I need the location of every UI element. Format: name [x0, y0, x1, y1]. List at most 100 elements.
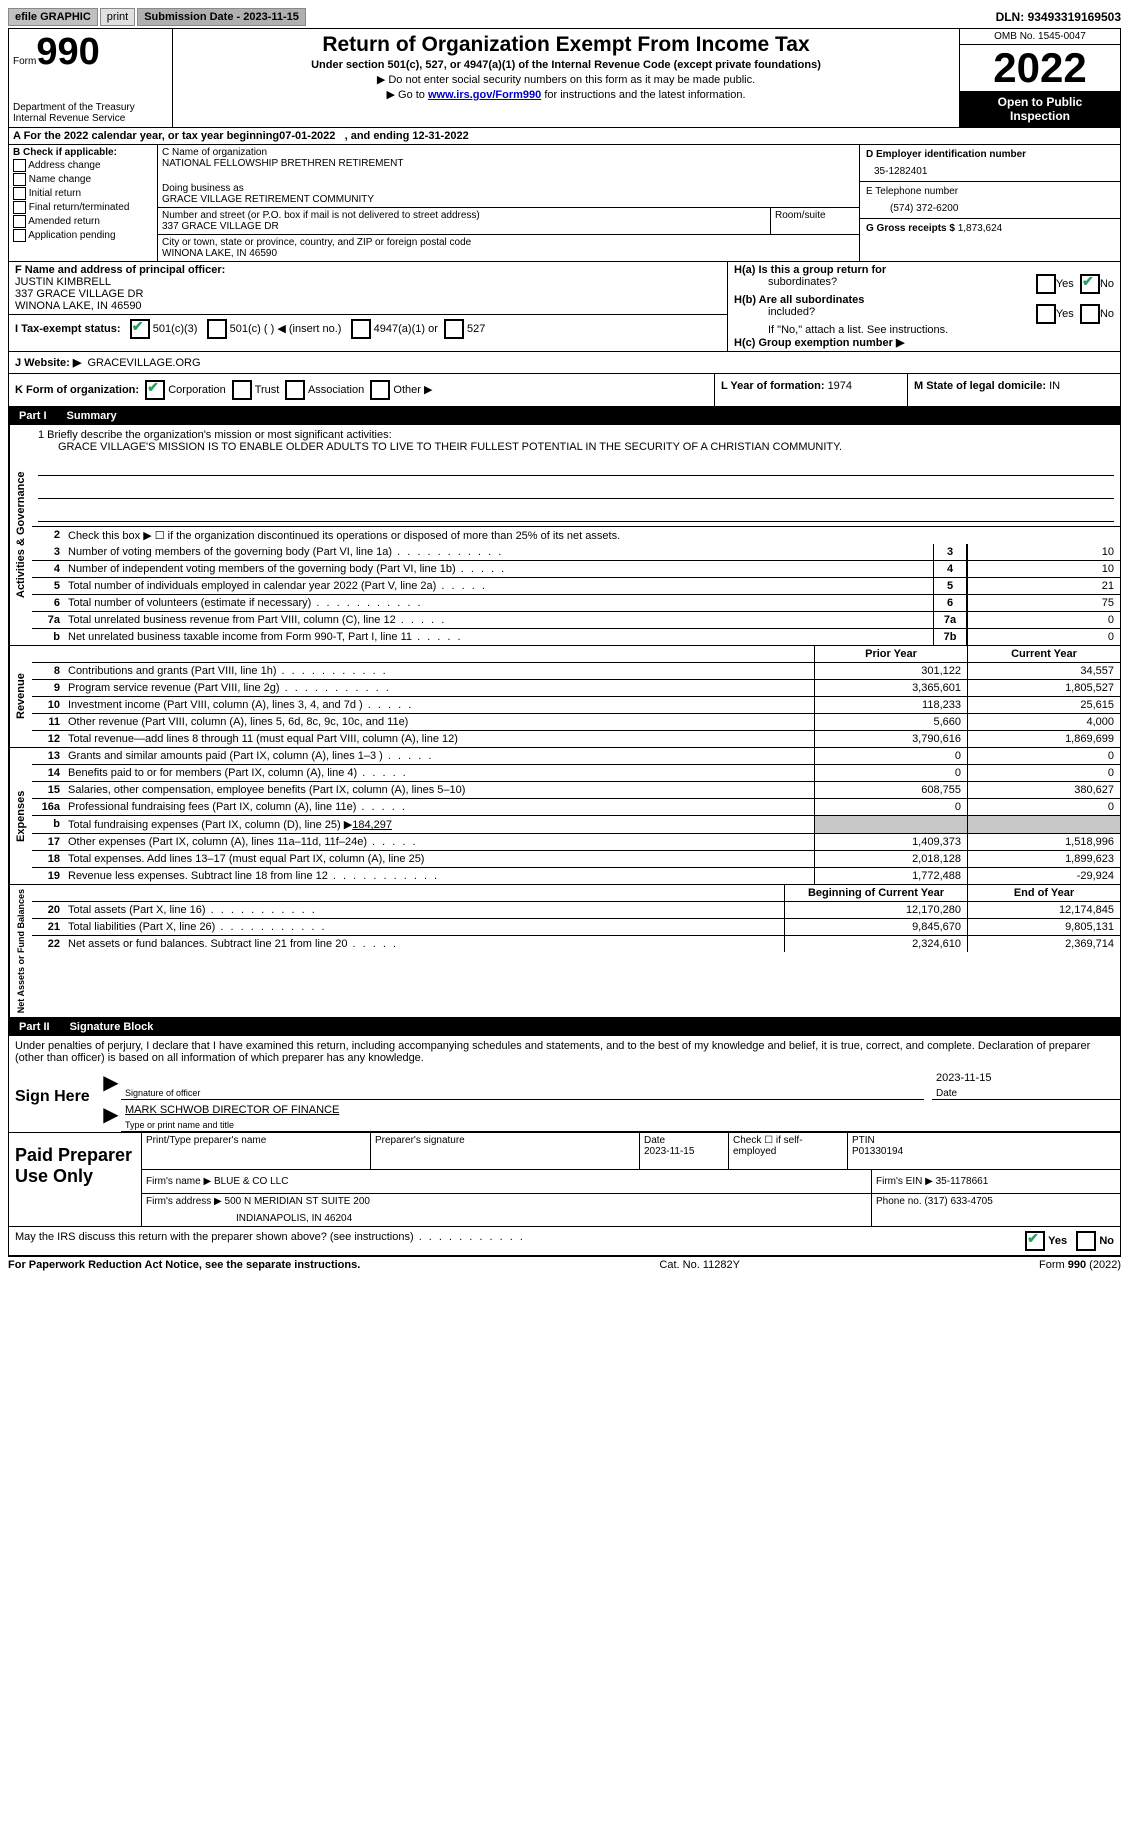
activities-section: Activities & Governance 1 Briefly descri…: [9, 425, 1120, 646]
pp-row-3: Firm's address ▶ 500 N MERIDIAN ST SUITE…: [142, 1194, 1120, 1226]
part2-num: Part II: [9, 1018, 60, 1036]
l3-desc: Number of voting members of the governin…: [64, 544, 933, 560]
form-subtitle: Under section 501(c), 527, or 4947(a)(1)…: [181, 59, 951, 71]
sub-date-value: 2023-11-15: [243, 11, 299, 23]
website-label: J Website: ▶: [15, 357, 81, 369]
ha-line2: subordinates?: [734, 276, 886, 288]
website-value: GRACEVILLAGE.ORG: [81, 357, 200, 369]
print-button[interactable]: print: [100, 8, 135, 26]
row-j: J Website: ▶ GRACEVILLAGE.ORG: [9, 352, 1120, 374]
cb-initial-return[interactable]: Initial return: [13, 187, 153, 200]
cb-4947[interactable]: [351, 319, 371, 339]
check-self-employed[interactable]: Check ☐ if self-employed: [729, 1133, 848, 1169]
dln: DLN: 93493319169503: [996, 10, 1121, 24]
paid-preparer-block: Paid Preparer Use Only Print/Type prepar…: [9, 1133, 1120, 1227]
net-header: Beginning of Current YearEnd of Year: [32, 885, 1120, 901]
l16b-curr: [967, 816, 1120, 833]
irs-link[interactable]: www.irs.gov/Form990: [428, 89, 541, 101]
org-name: NATIONAL FELLOWSHIP BRETHREN RETIREMENT: [162, 158, 855, 169]
org-name-box: C Name of organization NATIONAL FELLOWSH…: [158, 145, 859, 208]
l10-curr: 25,615: [967, 697, 1120, 713]
cb-527[interactable]: [444, 319, 464, 339]
l8-desc: Contributions and grants (Part VIII, lin…: [64, 663, 814, 679]
l20-desc: Total assets (Part X, line 16): [64, 902, 784, 918]
gross-value: 1,873,624: [958, 223, 1003, 234]
prep-date-label: Date: [644, 1135, 665, 1146]
lbl-527: 527: [467, 323, 485, 335]
dln-label: DLN:: [996, 10, 1028, 24]
cb-other[interactable]: [370, 380, 390, 400]
prep-date-value: 2023-11-15: [644, 1146, 694, 1157]
cb-hb-no[interactable]: [1080, 304, 1100, 324]
end-year-hdr: End of Year: [967, 885, 1120, 901]
part1-num: Part I: [9, 407, 57, 425]
firm-ein-label: Firm's EIN ▶: [876, 1176, 936, 1187]
l7a-val: 0: [967, 612, 1120, 628]
cb-corp[interactable]: [145, 380, 165, 400]
tel-label: E Telephone number: [866, 186, 1114, 197]
cb-assoc[interactable]: [285, 380, 305, 400]
efile-button[interactable]: efile GRAPHIC: [8, 8, 98, 26]
line-2: 2Check this box ▶ ☐ if the organization …: [32, 526, 1120, 544]
hb-yes: Yes: [1056, 308, 1074, 320]
line-3: 3Number of voting members of the governi…: [32, 544, 1120, 560]
firm-name-cell: Firm's name ▶ BLUE & CO LLC: [142, 1170, 872, 1193]
firm-ein-cell: Firm's EIN ▶ 35-1178661: [872, 1170, 1120, 1193]
form-note-ssn: ▶ Do not enter social security numbers o…: [181, 73, 951, 86]
l19-desc: Revenue less expenses. Subtract line 18 …: [64, 868, 814, 884]
penalties-text: Under penalties of perjury, I declare th…: [9, 1036, 1120, 1068]
l2-desc: Check this box ▶ ☐ if the organization d…: [64, 527, 1120, 544]
cb-501c[interactable]: [207, 319, 227, 339]
discuss-yes: Yes: [1048, 1235, 1067, 1247]
sig-date-value: 2023-11-15: [936, 1072, 991, 1084]
form-header: Form990 Department of the Treasury Inter…: [9, 29, 1120, 128]
cb-app-pending[interactable]: Application pending: [13, 229, 153, 242]
rowa-pre: A For the 2022 calendar year, or tax yea…: [13, 130, 279, 142]
cb-name-change[interactable]: Name change: [13, 173, 153, 186]
cb-ha-no[interactable]: [1080, 274, 1100, 294]
firm-addr-label: Firm's address ▶: [146, 1196, 225, 1207]
hb-no: No: [1100, 308, 1114, 320]
mission-line1: [38, 459, 1114, 476]
cb-address-change[interactable]: Address change: [13, 159, 153, 172]
lbl-trust: Trust: [255, 384, 280, 396]
cb-discuss-yes[interactable]: [1025, 1231, 1045, 1251]
netassets-section: Net Assets or Fund Balances Beginning of…: [9, 885, 1120, 1018]
cb-discuss-no[interactable]: [1076, 1231, 1096, 1251]
part1-title: Summary: [57, 407, 1120, 425]
cb-501c3[interactable]: [130, 319, 150, 339]
colb-header: B Check if applicable:: [13, 147, 153, 158]
lbl-corp: Corporation: [168, 384, 225, 396]
line-5: 5Total number of individuals employed in…: [32, 577, 1120, 594]
city-label: City or town, state or province, country…: [162, 237, 855, 248]
l14-desc: Benefits paid to or for members (Part IX…: [64, 765, 814, 781]
mission-line3: [38, 505, 1114, 522]
sig-row-1: ▶ Signature of officer 2023-11-15 Date: [101, 1068, 1120, 1100]
l20-prior: 12,170,280: [784, 902, 967, 918]
prep-sig-label: Preparer's signature: [371, 1133, 640, 1169]
gross-label: G Gross receipts $: [866, 223, 958, 234]
addr-row: Number and street (or P.O. box if mail i…: [158, 208, 859, 235]
line-21: 21Total liabilities (Part X, line 26)9,8…: [32, 918, 1120, 935]
ein-value: 35-1282401: [866, 160, 1114, 177]
form-container: Form990 Department of the Treasury Inter…: [8, 28, 1121, 1257]
l12-prior: 3,790,616: [814, 731, 967, 747]
l9-desc: Program service revenue (Part VIII, line…: [64, 680, 814, 696]
col-b: B Check if applicable: Address change Na…: [9, 145, 158, 261]
firm-addr-cell: Firm's address ▶ 500 N MERIDIAN ST SUITE…: [142, 1194, 872, 1226]
year-form-label: L Year of formation:: [721, 380, 828, 392]
lbl-other: Other ▶: [393, 384, 432, 396]
cb-trust[interactable]: [232, 380, 252, 400]
row-a-tax-year: A For the 2022 calendar year, or tax yea…: [9, 128, 1120, 145]
officer-signature[interactable]: Signature of officer: [121, 1070, 924, 1100]
curr-year-hdr: Current Year: [967, 646, 1120, 662]
form-title: Return of Organization Exempt From Incom…: [181, 33, 951, 57]
line-15: 15Salaries, other compensation, employee…: [32, 781, 1120, 798]
prep-name-label: Print/Type preparer's name: [142, 1133, 371, 1169]
cb-ha-yes[interactable]: [1036, 274, 1056, 294]
cb-final-return[interactable]: Final return/terminated: [13, 201, 153, 214]
cb-hb-yes[interactable]: [1036, 304, 1056, 324]
gross-box: G Gross receipts $ 1,873,624: [860, 219, 1120, 238]
top-bar: efile GRAPHIC print Submission Date - 20…: [8, 8, 1121, 26]
cb-amended-return[interactable]: Amended return: [13, 215, 153, 228]
